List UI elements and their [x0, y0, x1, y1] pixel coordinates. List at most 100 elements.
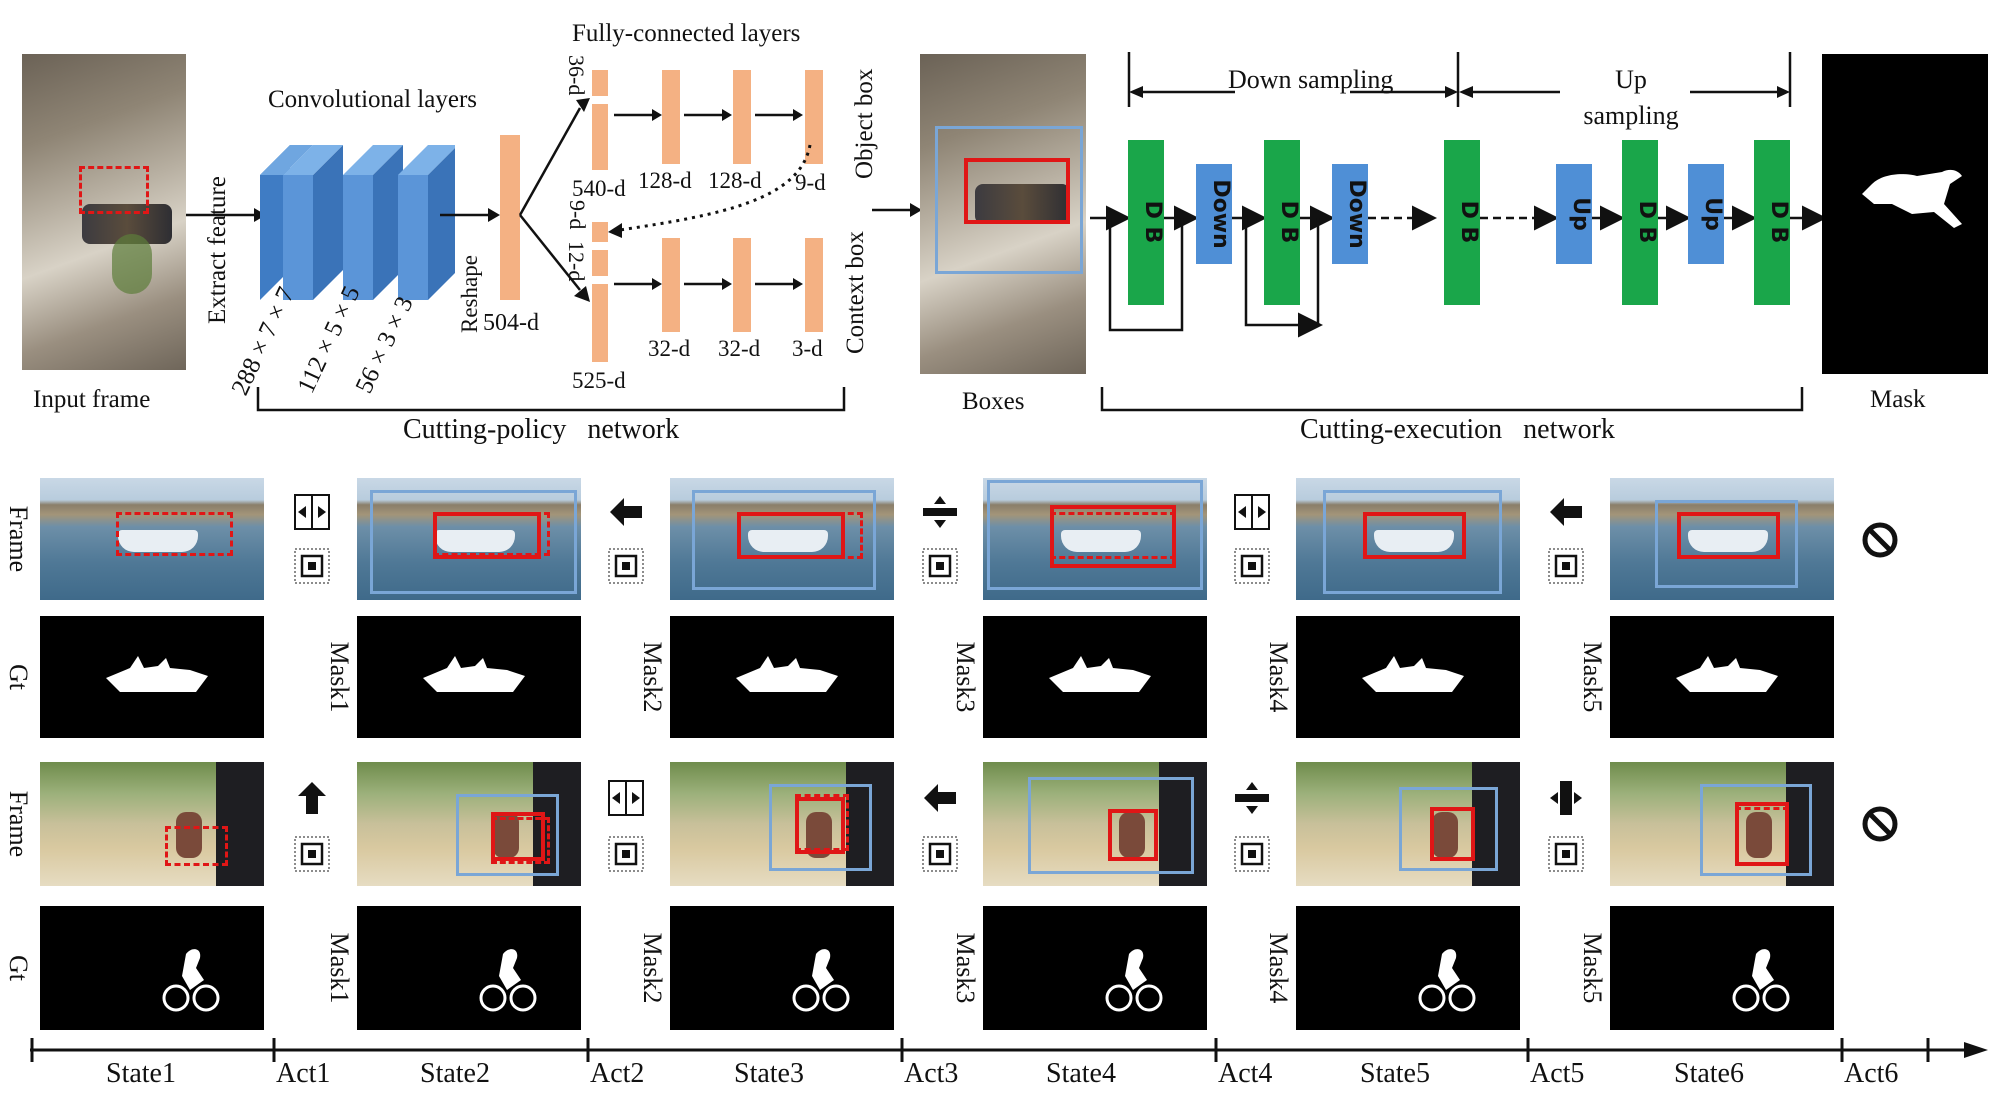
bike-silhouette — [479, 949, 537, 1012]
mask-label-1: Mask1 — [325, 641, 354, 713]
mask-cell — [1296, 616, 1520, 738]
expandh-action-icon — [608, 780, 644, 816]
object-box — [1363, 512, 1467, 559]
row-label-frame: Frame — [4, 790, 33, 858]
context-box — [1399, 786, 1498, 872]
down-label-1: Down — [1208, 179, 1233, 248]
context-box — [1699, 784, 1812, 877]
scale-action-icon — [608, 836, 644, 872]
cutting-execution-label: Cutting-execution network — [1300, 414, 1615, 445]
act-label-3: Act3 — [904, 1058, 959, 1089]
rider-shape — [1432, 812, 1458, 858]
shrinkv-action-icon — [923, 496, 957, 528]
boat-shape — [1061, 530, 1141, 552]
fc-ctx-dim-3: 3-d — [792, 336, 823, 361]
input-frame-photo — [22, 54, 186, 370]
down-sampling-label: Down sampling — [1228, 65, 1394, 94]
mask-cell — [670, 616, 894, 738]
mask-label-2: Mask2 — [638, 641, 667, 713]
shrinkv-action-icon — [1235, 782, 1269, 814]
boxes-label: Boxes — [962, 388, 1025, 415]
scale-action-icon — [294, 836, 330, 872]
mask-label-4: Mask4 — [1264, 932, 1293, 1004]
scale-action-icon — [922, 836, 958, 872]
fc-obj-540 — [592, 104, 608, 170]
mask-label-2: Mask2 — [638, 932, 667, 1004]
reshape-vector — [500, 135, 520, 300]
boat-silhouette — [1676, 656, 1778, 692]
context-box — [455, 794, 559, 877]
mask-cell — [670, 906, 894, 1030]
row-label-gt: Gt — [4, 955, 33, 981]
boat-silhouette — [423, 656, 525, 692]
object-box — [491, 811, 546, 862]
fc-obj-dim-128a: 128-d — [638, 168, 692, 193]
fc-obj-dim-9: 9-d — [795, 170, 826, 195]
expandh-action-icon — [1234, 494, 1270, 530]
mask-cell — [357, 616, 581, 738]
db-label-4: D B — [1634, 201, 1659, 244]
frame-cell — [670, 478, 894, 600]
boat-shape — [118, 530, 198, 552]
frame-cell — [1296, 762, 1520, 886]
fc-ctx-32b — [733, 238, 751, 332]
left-action-icon — [1550, 498, 1582, 526]
expandv-action-icon — [1550, 781, 1582, 815]
state-label-4: State4 — [1046, 1058, 1116, 1089]
mask-cell — [1296, 906, 1520, 1030]
input-frame-label: Input frame — [33, 386, 151, 413]
up-sampling-label: Up sampling — [1583, 65, 1679, 130]
fc-ctx-dim-12: 12-d — [564, 241, 589, 282]
frame-cell — [1296, 478, 1520, 600]
arrow-to-boxes — [872, 203, 922, 217]
down-label-2: Down — [1344, 179, 1369, 248]
scale-action-icon — [294, 548, 330, 584]
state-label-3: State3 — [734, 1058, 804, 1089]
row-label-gt: Gt — [4, 664, 33, 690]
db-label-5: D B — [1766, 201, 1791, 244]
cutting-execution-bracket — [1100, 387, 1804, 412]
state-label-6: State6 — [1674, 1058, 1744, 1089]
fc-ctx-dim-32b: 32-d — [718, 336, 761, 361]
object-box — [433, 512, 541, 559]
scale-action-icon — [608, 548, 644, 584]
extract-feature-label: Extract feature — [204, 176, 231, 324]
object-box — [1677, 512, 1781, 559]
fc-ctx-dim-32a: 32-d — [648, 336, 691, 361]
reshape-dim: 504-d — [483, 310, 539, 336]
mask-label-1: Mask1 — [325, 932, 354, 1004]
bike-silhouette — [1105, 949, 1163, 1012]
up-label-2: Up — [1700, 197, 1725, 231]
rider-shape — [493, 812, 519, 858]
stop-icon — [1862, 522, 1898, 558]
frame-cell — [1610, 762, 1834, 886]
act-label-6: Act6 — [1844, 1058, 1899, 1089]
row-label-frame: Frame — [4, 505, 33, 573]
mask-label: Mask — [1870, 386, 1926, 413]
act-label-4: Act4 — [1218, 1058, 1273, 1089]
frame-cell — [40, 762, 264, 886]
act-label-1: Act1 — [276, 1058, 331, 1089]
cutting-policy-label: Cutting-policy network — [403, 414, 680, 445]
fc-obj-128b — [733, 70, 751, 164]
left-action-icon — [924, 784, 956, 812]
act-label-5: Act5 — [1530, 1058, 1585, 1089]
tree-shade — [1159, 762, 1207, 886]
scale-action-icon — [922, 548, 958, 584]
bike-silhouette — [162, 949, 220, 1012]
context-box — [768, 784, 872, 872]
boxes-photo — [920, 54, 1086, 374]
boat-silhouette — [106, 656, 208, 692]
execution-blocks: D B Down D B Down D B Up D B Up D B — [1090, 140, 1827, 338]
frame-cell — [357, 478, 581, 600]
db-label-1: D B — [1140, 201, 1165, 244]
mask-cell — [983, 906, 1207, 1030]
fc-obj-dim-540: 540-d — [572, 176, 626, 201]
dotted-feedback-arrow — [608, 144, 812, 238]
context-box — [1027, 776, 1194, 874]
frame-cell — [983, 478, 1207, 600]
mask-label-3: Mask3 — [951, 641, 980, 713]
fc-obj-dim-128b: 128-d — [708, 168, 762, 193]
object-box — [1050, 504, 1176, 569]
rider-shape — [1119, 812, 1145, 858]
